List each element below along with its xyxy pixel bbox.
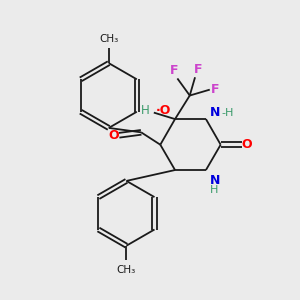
Text: O: O bbox=[109, 129, 119, 142]
Text: O: O bbox=[242, 138, 253, 151]
Text: H: H bbox=[209, 185, 218, 195]
Text: CH₃: CH₃ bbox=[99, 34, 119, 44]
Text: F: F bbox=[211, 83, 219, 96]
Text: F: F bbox=[194, 63, 203, 76]
Text: N: N bbox=[209, 174, 220, 188]
Text: H: H bbox=[141, 104, 150, 117]
Text: N: N bbox=[210, 106, 220, 119]
Text: F: F bbox=[169, 64, 178, 77]
Text: -H: -H bbox=[221, 108, 234, 118]
Text: ·O: ·O bbox=[155, 104, 171, 117]
Text: CH₃: CH₃ bbox=[117, 265, 136, 275]
